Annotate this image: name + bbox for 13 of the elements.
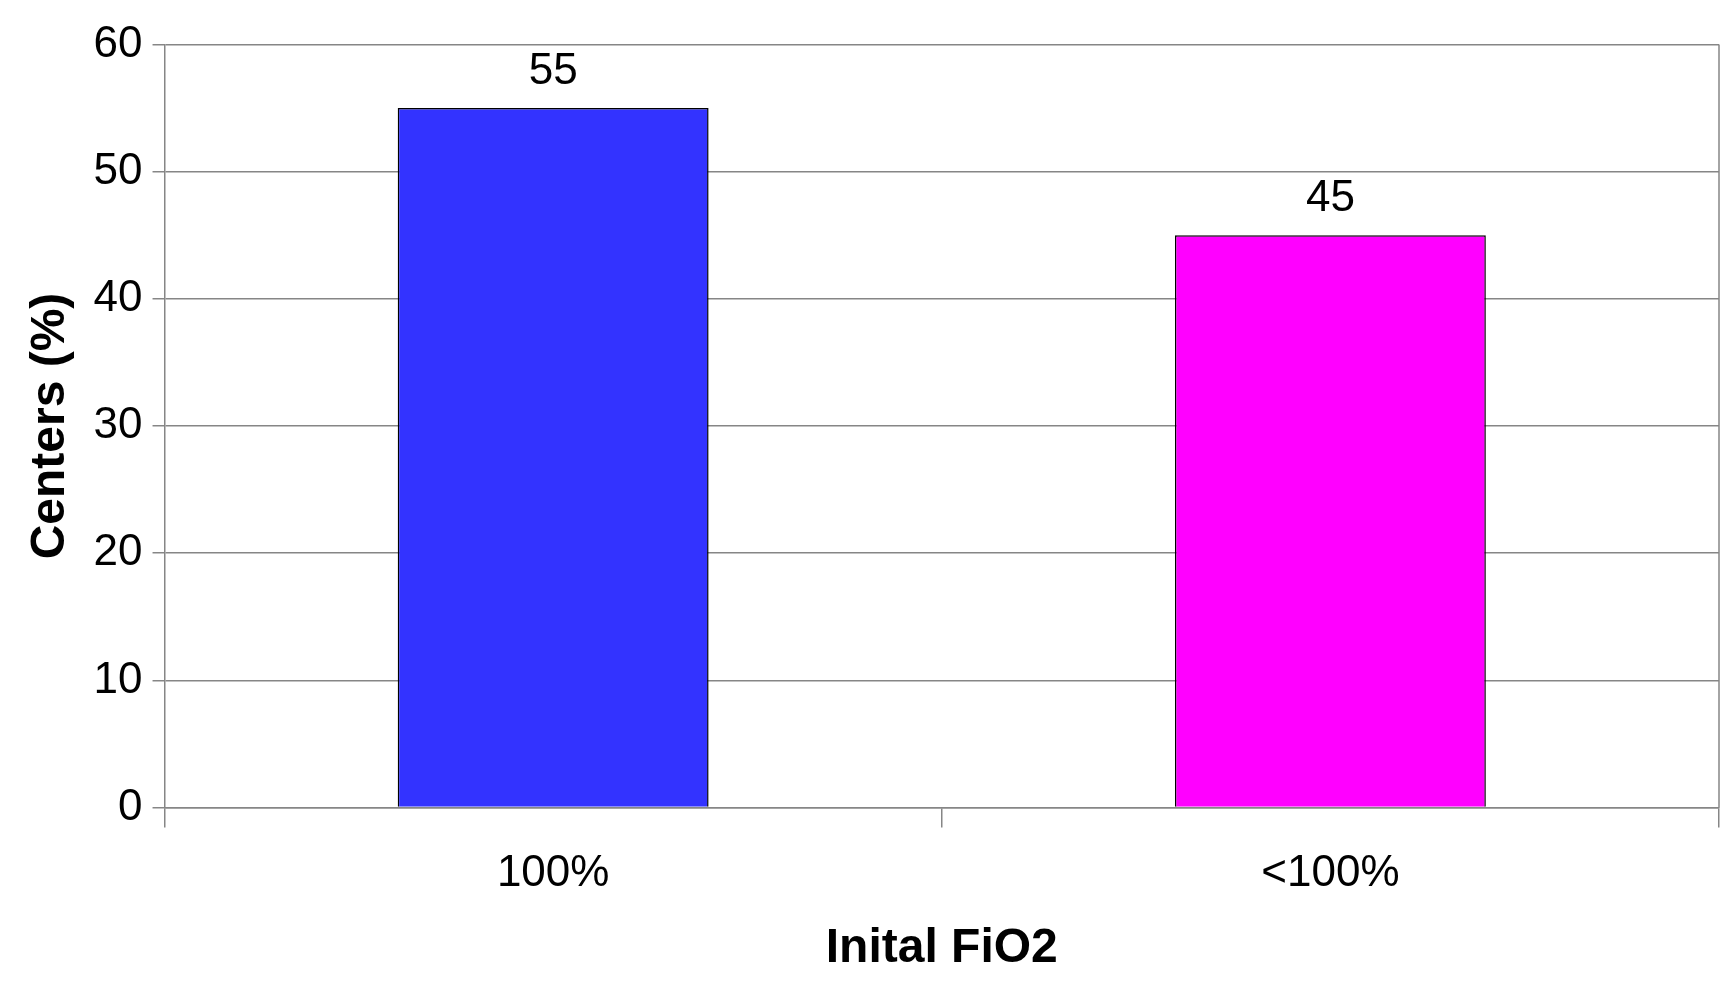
x-tick-label: <100%: [1261, 846, 1400, 896]
y-tick-label: 10: [93, 652, 143, 702]
y-tick-label: 40: [93, 270, 143, 320]
x-tick-label: 100%: [496, 846, 610, 896]
y-tick-label: 0: [118, 779, 143, 829]
data-label: 45: [1305, 171, 1355, 221]
y-tick-label: 60: [93, 16, 143, 66]
y-tick-label: 20: [93, 525, 143, 575]
x-axis-title: Inital FiO2: [825, 919, 1058, 973]
y-tick-label: 50: [93, 143, 143, 193]
y-tick-label: 30: [93, 398, 143, 448]
y-axis-title: Centers (%): [21, 292, 75, 560]
data-label: 55: [528, 44, 578, 94]
